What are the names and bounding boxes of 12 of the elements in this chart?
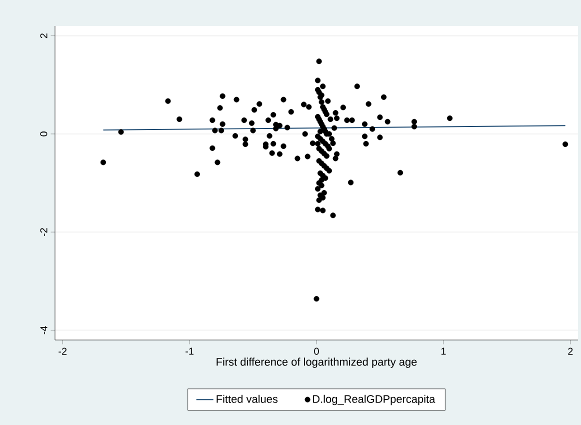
- legend-label: D.log_RealGDPpercapita: [313, 394, 436, 406]
- y-tick-label: 0: [40, 132, 48, 136]
- x-tick-label: -2: [58, 348, 67, 355]
- legend-label: Fitted values: [216, 394, 278, 403]
- x-tick-label: 1: [441, 348, 446, 355]
- x-tick-label: -1: [186, 348, 194, 355]
- x-tick-label: 0: [314, 348, 319, 355]
- y-tick-label: -2: [40, 228, 48, 236]
- x-axis-title: First difference of logarithmized party age: [216, 358, 417, 368]
- y-tick-label: 2: [40, 34, 48, 38]
- x-tick-label: 2: [568, 348, 573, 355]
- y-tick-label: -4: [40, 326, 48, 334]
